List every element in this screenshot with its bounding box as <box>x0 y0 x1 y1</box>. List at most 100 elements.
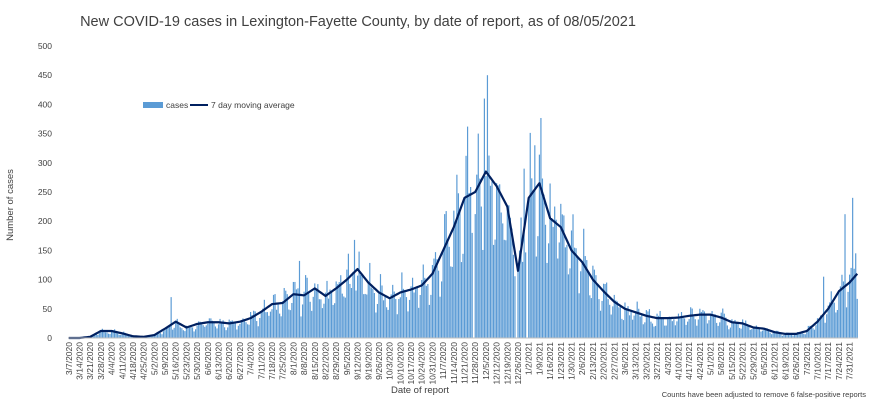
case-bar <box>847 291 849 338</box>
case-bar <box>755 325 757 338</box>
case-bar <box>667 319 669 338</box>
case-bar <box>262 308 264 338</box>
case-bar <box>369 262 371 338</box>
y-tick-label: 350 <box>38 129 52 139</box>
x-tick-label: 6/13/2020 <box>214 342 224 380</box>
case-bar <box>587 271 589 338</box>
case-bar <box>624 302 626 338</box>
case-bar <box>581 262 583 338</box>
case-bar <box>321 308 324 338</box>
case-bar <box>97 334 99 338</box>
case-bar <box>641 313 643 338</box>
case-bar <box>815 325 817 338</box>
case-bar <box>823 276 825 338</box>
case-bar <box>292 281 294 338</box>
case-bar <box>661 317 663 338</box>
case-bar <box>728 329 730 338</box>
case-bar <box>745 320 747 338</box>
case-bar <box>725 317 727 338</box>
x-tick-label: 3/7/2020 <box>64 342 74 375</box>
case-bar <box>332 304 334 338</box>
case-bar <box>494 239 496 338</box>
case-bar <box>196 325 198 338</box>
x-tick-label: 4/25/2020 <box>139 342 149 380</box>
x-tick-label: 4/18/2020 <box>128 342 138 380</box>
case-bar <box>761 330 764 338</box>
case-bar <box>653 326 655 338</box>
case-bar <box>829 302 831 338</box>
case-bar <box>390 294 392 338</box>
case-bar <box>253 310 255 338</box>
case-bar <box>277 303 279 338</box>
case-bar <box>182 330 184 338</box>
case-bar <box>537 236 539 338</box>
case-bar <box>737 323 739 338</box>
case-bar <box>644 322 646 338</box>
case-bar <box>544 224 547 338</box>
case-bar <box>703 311 706 338</box>
case-bar <box>210 318 212 338</box>
case-bar <box>173 327 175 338</box>
case-bar <box>771 334 773 338</box>
case-bar <box>696 325 698 338</box>
case-bar <box>474 214 476 338</box>
case-bar <box>378 291 380 338</box>
case-bar <box>772 332 774 338</box>
x-tick-label: 4/4/2020 <box>107 342 117 375</box>
case-bar <box>155 333 157 338</box>
case-bar <box>742 319 744 338</box>
case-bar <box>246 324 249 338</box>
case-bar <box>338 282 340 338</box>
case-bar <box>110 331 113 338</box>
case-bar <box>856 298 858 338</box>
case-bar <box>509 217 511 338</box>
case-bar <box>816 318 819 338</box>
case-bar <box>849 274 851 338</box>
case-bar <box>713 314 715 338</box>
case-bar <box>242 318 244 338</box>
case-bar <box>690 307 692 338</box>
case-bar <box>161 334 163 338</box>
case-bar <box>532 191 534 338</box>
case-bar <box>466 126 469 338</box>
case-bar <box>398 298 400 338</box>
case-bar <box>549 183 551 338</box>
case-bar <box>305 275 307 338</box>
case-bar <box>150 336 152 338</box>
case-bar <box>402 288 404 338</box>
case-bar <box>677 313 680 338</box>
case-bar <box>401 272 403 338</box>
x-tick-label: 7/17/2021 <box>823 342 833 380</box>
case-bar <box>839 286 842 338</box>
case-bar <box>694 319 696 338</box>
x-tick-label: 8/22/2020 <box>320 342 330 380</box>
case-bar <box>819 315 822 338</box>
case-bar <box>306 277 308 338</box>
case-bar <box>560 203 562 338</box>
case-bar <box>826 314 828 338</box>
case-bar <box>798 333 800 338</box>
case-bar <box>430 294 432 338</box>
case-bar <box>670 317 672 338</box>
case-bar <box>483 98 485 338</box>
case-bar <box>729 327 731 338</box>
case-bar <box>589 295 591 338</box>
case-bar <box>411 277 414 338</box>
case-bar <box>774 331 776 338</box>
case-bar <box>803 333 805 338</box>
case-bar <box>410 286 412 338</box>
case-bar <box>130 336 133 338</box>
x-axis: 3/7/2020 3/14/2020 3/21/2020 3/28/2020 4/4/2… <box>64 342 855 385</box>
x-tick-label: 5/9/2020 <box>160 342 170 375</box>
case-bar <box>648 309 651 338</box>
legend-label-cases: cases <box>166 100 188 110</box>
x-tick-label: 2/6/2021 <box>577 342 587 375</box>
case-bar <box>318 299 320 338</box>
x-tick-label: 9/12/2020 <box>353 342 363 380</box>
case-bar <box>488 155 490 338</box>
y-tick-label: 450 <box>38 70 52 80</box>
case-bar <box>254 311 256 338</box>
case-bar <box>627 306 629 338</box>
case-bar <box>158 333 160 338</box>
case-bar <box>334 303 336 338</box>
